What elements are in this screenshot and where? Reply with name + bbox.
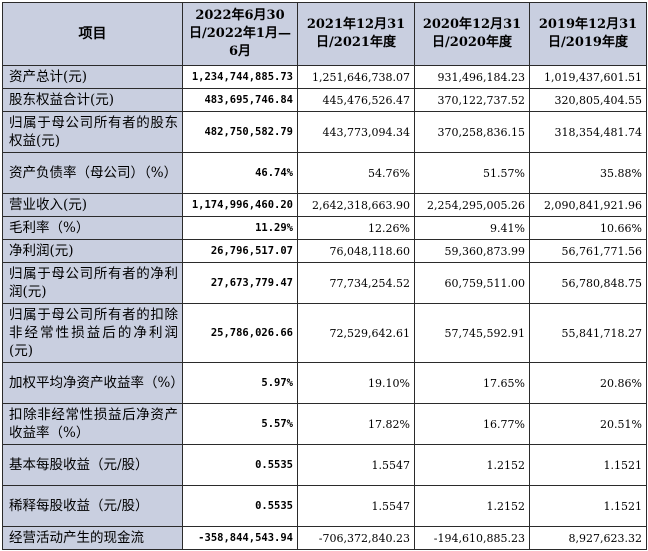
cell-2021: 54.76% — [297, 152, 415, 194]
cell-2021: 19.10% — [297, 362, 415, 404]
cell-2019: 2,090,841,921.96 — [529, 193, 647, 217]
row-label: 净利润(元) — [2, 239, 183, 263]
cell-2020: 931,496,184.23 — [414, 65, 530, 89]
row-label: 毛利率（%） — [2, 216, 183, 240]
cell-2021: 12.26% — [297, 216, 415, 240]
table-row: 营业收入(元) 1,174,996,460.20 2,642,318,663.9… — [2, 193, 647, 217]
row-label: 稀释每股收益（元/股） — [2, 485, 183, 527]
cell-2019: 1.1521 — [529, 485, 647, 527]
row-label: 加权平均净资产收益率（%） — [2, 362, 184, 404]
table-row: 股东权益合计(元) 483,695,746.84 445,476,526.47 … — [2, 88, 647, 112]
table-row: 基本每股收益（元/股） 0.5535 1.5547 1.2152 1.1521 — [2, 444, 647, 486]
row-label: 基本每股收益（元/股） — [2, 444, 183, 486]
table-row: 经营活动产生的现金流 -358,844,543.94 -706,372,840.… — [2, 526, 647, 550]
cell-2020: 16.77% — [414, 403, 530, 445]
header-2019: 2019年12月31日/2019年度 — [529, 2, 647, 66]
row-label: 营业收入(元) — [2, 193, 183, 217]
table-row: 资产负债率（母公司）（%） 46.74% 54.76% 51.57% 35.88… — [2, 152, 647, 194]
cell-2020: 370,122,737.52 — [414, 88, 530, 112]
cell-2021: 443,773,094.34 — [297, 111, 415, 153]
cell-2021: -706,372,840.23 — [297, 526, 415, 550]
cell-2022h1: -358,844,543.94 — [182, 526, 298, 550]
cell-2019: 1,019,437,601.51 — [529, 65, 647, 89]
cell-2022h1: 0.5535 — [182, 485, 298, 527]
header-2022h1: 2022年6月30日/2022年1月—6月 — [182, 2, 298, 66]
row-label: 经营活动产生的现金流 — [2, 526, 183, 550]
cell-2022h1: 482,750,582.79 — [182, 111, 298, 153]
table-row: 稀释每股收益（元/股） 0.5535 1.5547 1.2152 1.1521 — [2, 485, 647, 527]
table-row: 归属于母公司所有者的扣除非经常性损益后的净利润(元) 25,786,026.66… — [2, 303, 647, 363]
cell-2022h1: 1,234,744,885.73 — [182, 65, 298, 89]
table-row: 归属于母公司所有者的净利润(元) 27,673,779.47 77,734,25… — [2, 262, 647, 304]
row-label: 扣除非经常性损益后净资产收益率（%） — [2, 403, 183, 445]
row-label: 归属于母公司所有者的股东权益(元) — [2, 111, 183, 153]
table-row: 毛利率（%） 11.29% 12.26% 9.41% 10.66% — [2, 216, 647, 240]
cell-2022h1: 26,796,517.07 — [182, 239, 298, 263]
cell-2019: 8,927,623.32 — [529, 526, 647, 550]
cell-2019: 55,841,718.27 — [529, 303, 647, 363]
cell-2020: 60,759,511.00 — [414, 262, 530, 304]
cell-2019: 10.66% — [529, 216, 647, 240]
cell-2021: 72,529,642.61 — [297, 303, 415, 363]
cell-2019: 1.1521 — [529, 444, 647, 486]
table-row: 归属于母公司所有者的股东权益(元) 482,750,582.79 443,773… — [2, 111, 647, 153]
cell-2022h1: 483,695,746.84 — [182, 88, 298, 112]
cell-2021: 1,251,646,738.07 — [297, 65, 415, 89]
cell-2019: 35.88% — [529, 152, 647, 194]
row-label: 资产负债率（母公司）（%） — [2, 152, 183, 194]
cell-2019: 20.51% — [529, 403, 647, 445]
cell-2021: 77,734,254.52 — [297, 262, 415, 304]
cell-2020: 2,254,295,005.26 — [414, 193, 530, 217]
cell-2022h1: 5.57% — [182, 403, 298, 445]
cell-2020: 9.41% — [414, 216, 530, 240]
cell-2019: 56,761,771.56 — [529, 239, 647, 263]
row-label: 资产总计(元) — [2, 65, 183, 89]
cell-2021: 1.5547 — [297, 444, 415, 486]
cell-2021: 445,476,526.47 — [297, 88, 415, 112]
row-label: 归属于母公司所有者的扣除非经常性损益后的净利润(元) — [2, 303, 183, 363]
cell-2022h1: 25,786,026.66 — [182, 303, 298, 363]
cell-2019: 320,805,404.55 — [529, 88, 647, 112]
header-2021: 2021年12月31日/2021年度 — [297, 2, 415, 66]
cell-2020: 1.2152 — [414, 485, 530, 527]
table-row: 净利润(元) 26,796,517.07 76,048,118.60 59,36… — [2, 239, 647, 263]
cell-2022h1: 27,673,779.47 — [182, 262, 298, 304]
cell-2022h1: 5.97% — [182, 362, 298, 404]
cell-2020: 1.2152 — [414, 444, 530, 486]
row-label: 股东权益合计(元) — [2, 88, 183, 112]
cell-2020: 17.65% — [414, 362, 530, 404]
cell-2021: 2,642,318,663.90 — [297, 193, 415, 217]
cell-2020: 59,360,873.99 — [414, 239, 530, 263]
cell-2019: 318,354,481.74 — [529, 111, 647, 153]
cell-2021: 76,048,118.60 — [297, 239, 415, 263]
cell-2020: -194,610,885.23 — [414, 526, 530, 550]
table-row: 加权平均净资产收益率（%） 5.97% 19.10% 17.65% 20.86% — [2, 362, 647, 404]
cell-2022h1: 0.5535 — [182, 444, 298, 486]
row-label: 归属于母公司所有者的净利润(元) — [2, 262, 183, 304]
header-item: 项目 — [2, 2, 183, 66]
cell-2019: 20.86% — [529, 362, 647, 404]
cell-2022h1: 1,174,996,460.20 — [182, 193, 298, 217]
cell-2021: 17.82% — [297, 403, 415, 445]
table-header-row: 项目 2022年6月30日/2022年1月—6月 2021年12月31日/202… — [2, 2, 647, 66]
table-row: 扣除非经常性损益后净资产收益率（%） 5.57% 17.82% 16.77% 2… — [2, 403, 647, 445]
header-2020: 2020年12月31日/2020年度 — [414, 2, 530, 66]
table-row: 资产总计(元) 1,234,744,885.73 1,251,646,738.0… — [2, 65, 647, 89]
cell-2020: 51.57% — [414, 152, 530, 194]
cell-2022h1: 46.74% — [182, 152, 298, 194]
cell-2022h1: 11.29% — [182, 216, 298, 240]
cell-2021: 1.5547 — [297, 485, 415, 527]
cell-2020: 370,258,836.15 — [414, 111, 530, 153]
cell-2020: 57,745,592.91 — [414, 303, 530, 363]
cell-2019: 56,780,848.75 — [529, 262, 647, 304]
